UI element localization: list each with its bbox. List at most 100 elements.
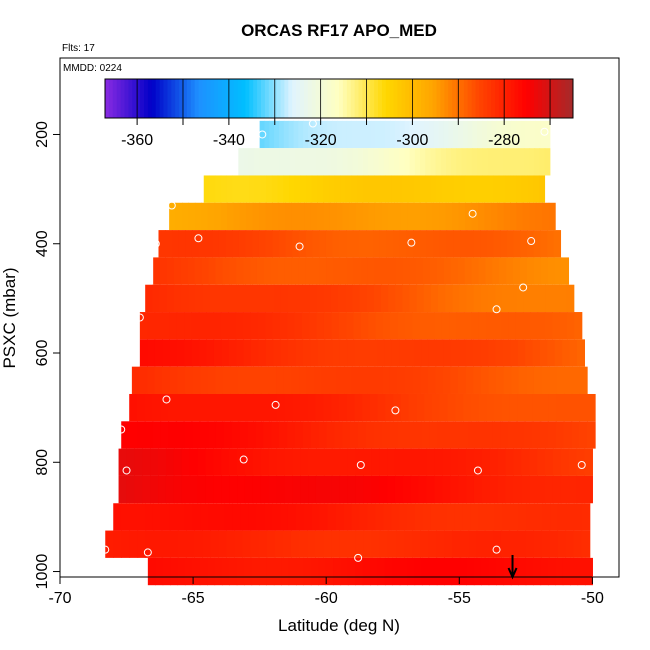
heatmap-cell [432,202,440,231]
sample-point [101,545,110,554]
heatmap-cell [317,120,324,149]
heatmap-cell [556,393,565,422]
colorbar-swatch [491,79,496,118]
heatmap-cell [466,284,475,313]
heatmap-cell [137,421,146,449]
heatmap-cell [486,503,496,531]
sample-point [492,545,501,554]
heatmap-cell [413,339,422,367]
heatmap-cell [178,230,186,258]
sample-point [295,242,304,251]
sample-point [540,127,549,136]
heatmap-cell [208,257,217,285]
heatmap-cell [526,503,535,531]
heatmap-cell [315,393,324,422]
heatmap-cell [265,312,274,340]
heatmap-cell [310,202,318,231]
heatmap-cell [458,339,467,367]
heatmap-cell [229,257,237,285]
heatmap-cell [496,366,505,394]
heatmap-cell [540,230,548,258]
heatmap-cell [325,557,334,586]
heatmap-cell [402,475,412,504]
heatmap-cell [513,257,521,285]
heatmap-cell [500,421,509,449]
heatmap-cell [363,475,372,504]
heatmap-cell [392,230,401,258]
heatmap-cell [423,257,431,285]
heatmap-cell [243,257,251,285]
heatmap-cell [451,557,460,586]
sample-point [468,209,477,218]
heatmap-cell [439,230,448,258]
heatmap-cell [442,366,452,394]
heatmap-cell [243,339,252,367]
heatmap-cell [337,120,343,149]
heatmap-cell [158,230,166,258]
heatmap-cell [168,421,178,449]
heatmap-cell [452,421,462,449]
heatmap-cell [169,339,178,367]
heatmap-cell [369,393,379,422]
heatmap-cell [292,448,301,476]
heatmap-cell [391,339,400,367]
heatmap-cell [161,312,170,340]
heatmap-cell [142,475,151,504]
heatmap-cell [260,366,270,394]
heatmap-cell [225,230,233,258]
heatmap-cell [197,448,207,476]
heatmap-cell [373,148,380,176]
heatmap-cell [205,230,213,258]
heatmap-cell [165,230,173,258]
heatmap-cell [436,257,445,285]
heatmap-cell [454,503,464,531]
heatmap-cell [410,475,420,504]
heatmap-cell [150,448,159,476]
heatmap-cell [243,175,250,203]
colorbar-swatch [186,79,192,118]
heatmap-cell [508,530,518,558]
heatmap-cell [511,366,520,394]
heatmap-cell [413,421,422,449]
heatmap-cell [345,175,352,203]
heatmap-cell [448,120,454,149]
colorbar-swatch [370,79,375,118]
heatmap-cell [266,284,275,313]
heatmap-cell [293,120,299,149]
colorbar-swatch [163,79,168,118]
heatmap-cell [470,175,477,203]
heatmap-cell [323,175,330,203]
heatmap-cell [134,448,143,476]
heatmap-cell [173,475,183,504]
heatmap-cell [533,175,540,203]
heatmap-cell [299,230,307,258]
heatmap-cell [153,257,161,285]
heatmap-cell [542,503,551,531]
heatmap-cell [113,530,122,558]
heatmap-cell [562,557,571,586]
heatmap-cell [549,366,558,394]
heatmap-cell [121,503,130,531]
heatmap-cell [248,148,255,176]
heatmap-cell [234,530,244,558]
colorbar-swatch [526,79,531,118]
heatmap-cell [214,393,223,422]
sample-point [308,119,317,128]
heatmap-cell [412,366,421,394]
heatmap-cell [484,530,494,558]
heatmap-cell [250,339,259,367]
heatmap-cell [380,284,389,313]
heatmap-cell [331,148,338,176]
sample-point [143,548,152,557]
heatmap-cell [336,148,343,176]
colorbar-swatch [506,79,512,118]
heatmap-cell [249,175,256,203]
heatmap-cell [503,557,512,586]
heatmap-cell [154,366,163,394]
heatmap-cell [144,393,154,422]
heatmap-cell [198,312,207,340]
heatmap-cell [243,148,250,176]
heatmap-cell [525,339,534,367]
heatmap-cell [194,530,203,558]
heatmap-cell [565,503,575,531]
